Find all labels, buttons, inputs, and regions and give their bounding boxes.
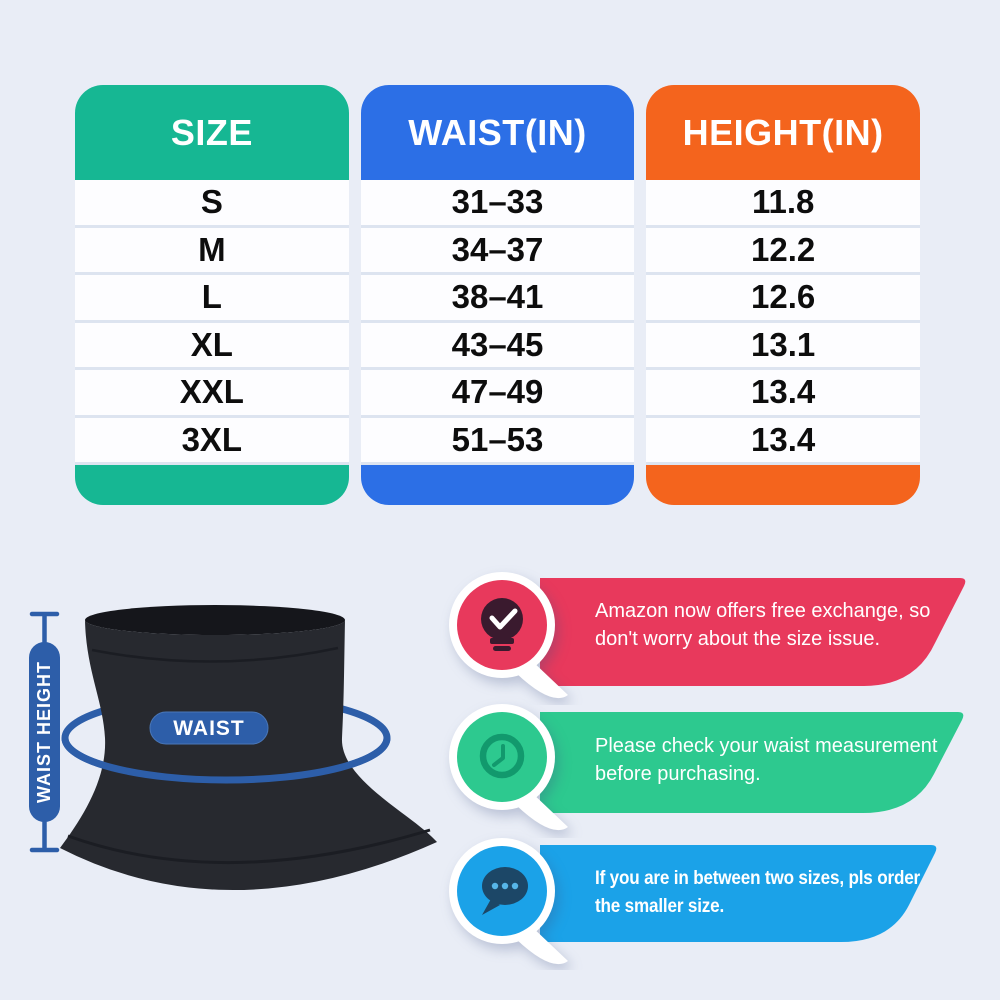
waist-height-label: WAIST HEIGHT (34, 661, 54, 803)
table-cell-waist-l: 38–41 (360, 275, 635, 323)
callout-line: don't worry about the size issue. (595, 628, 881, 650)
callout-line: the smaller size. (595, 896, 725, 917)
callout-free-exchange: Amazon now offers free exchange, so don'… (430, 555, 1000, 705)
waist-trainer-diagram: WAIST HEIGHT WAIST (10, 590, 450, 920)
chat-bubble-tail (482, 899, 500, 915)
table-cell-height-m: 12.2 (646, 227, 920, 275)
size-chart-table: SIZE S M L XL XXL 3XL WAIST(IN) 31–33 34… (75, 85, 920, 505)
waist-trainer-garment (60, 620, 437, 891)
waist-column-header: WAIST(IN) (360, 85, 635, 180)
waist-height-measure: WAIST HEIGHT (29, 611, 60, 853)
table-cell-waist-xxl: 47–49 (360, 370, 635, 418)
table-cell-height-xxl: 13.4 (646, 370, 920, 418)
table-cell-height-xl: 13.1 (646, 322, 920, 370)
callout-banner (540, 712, 964, 813)
chat-dot (501, 882, 509, 890)
table-cell-size-l: L (75, 275, 349, 323)
table-cell-waist-s: 31–33 (360, 180, 635, 228)
waist-pill (149, 711, 269, 745)
waist-column: WAIST(IN) 31–33 34–37 38–41 43–45 47–49 … (360, 85, 635, 505)
chat-dot (511, 882, 519, 890)
garment-bottom-seam (67, 828, 431, 865)
table-cell-size-s: S (75, 180, 349, 228)
callout-text: Amazon now offers free exchange, so don'… (595, 597, 930, 653)
callout-line: Please check your waist measurement (595, 735, 938, 757)
table-cell-size-3xl: 3XL (75, 417, 349, 465)
table-cell-size-m: M (75, 227, 349, 275)
measure-line (29, 611, 60, 853)
callout-line: If you are in between two sizes, pls ord… (595, 868, 921, 889)
garment-opening (85, 605, 345, 635)
lightbulb-check-icon (481, 598, 523, 651)
garment-top-seam (91, 646, 339, 663)
callout-text: Please check your waist measurement befo… (595, 732, 937, 788)
height-column-header: HEIGHT(IN) (646, 85, 920, 180)
height-column-footer (646, 465, 920, 505)
bulb-glass (481, 598, 523, 640)
size-column: SIZE S M L XL XXL 3XL (75, 85, 349, 505)
chat-dots-icon (482, 867, 528, 915)
table-cell-size-xxl: XXL (75, 370, 349, 418)
callout-banner (540, 845, 937, 942)
check-mark (489, 608, 518, 630)
table-cell-height-3xl: 13.4 (646, 417, 920, 465)
table-cell-height-s: 11.8 (646, 180, 920, 228)
chat-dot (491, 882, 499, 890)
bulb-neck (490, 638, 514, 644)
callout-banner (540, 578, 966, 686)
callout-badge (449, 572, 568, 699)
waist-column-footer (360, 465, 635, 505)
table-cell-waist-xl: 43–45 (360, 322, 635, 370)
clock-hands (492, 744, 505, 767)
table-cell-waist-m: 34–37 (360, 227, 635, 275)
callout-check-measurement: Please check your waist measurement befo… (430, 688, 1000, 838)
height-column: HEIGHT(IN) 11.8 12.2 12.6 13.1 13.4 13.4 (646, 85, 920, 505)
clock-icon (479, 733, 525, 779)
bulb-base (493, 646, 511, 651)
callout-between-sizes: If you are in between two sizes, pls ord… (430, 820, 1000, 970)
callout-line: Amazon now offers free exchange, so (595, 600, 931, 622)
clock-face (479, 733, 525, 779)
callout-badge (449, 704, 568, 831)
table-cell-waist-3xl: 51–53 (360, 417, 635, 465)
size-column-header: SIZE (75, 85, 349, 180)
table-cell-height-l: 12.6 (646, 275, 920, 323)
table-cell-size-xl: XL (75, 322, 349, 370)
callout-line: before purchasing. (595, 763, 761, 785)
waist-ellipse-front (61, 737, 391, 784)
size-column-footer (75, 465, 349, 505)
waist-height-pill (29, 642, 60, 822)
callout-text: If you are in between two sizes, pls ord… (595, 865, 920, 921)
callout-badge (449, 838, 568, 965)
waist-label: WAIST (173, 717, 245, 740)
